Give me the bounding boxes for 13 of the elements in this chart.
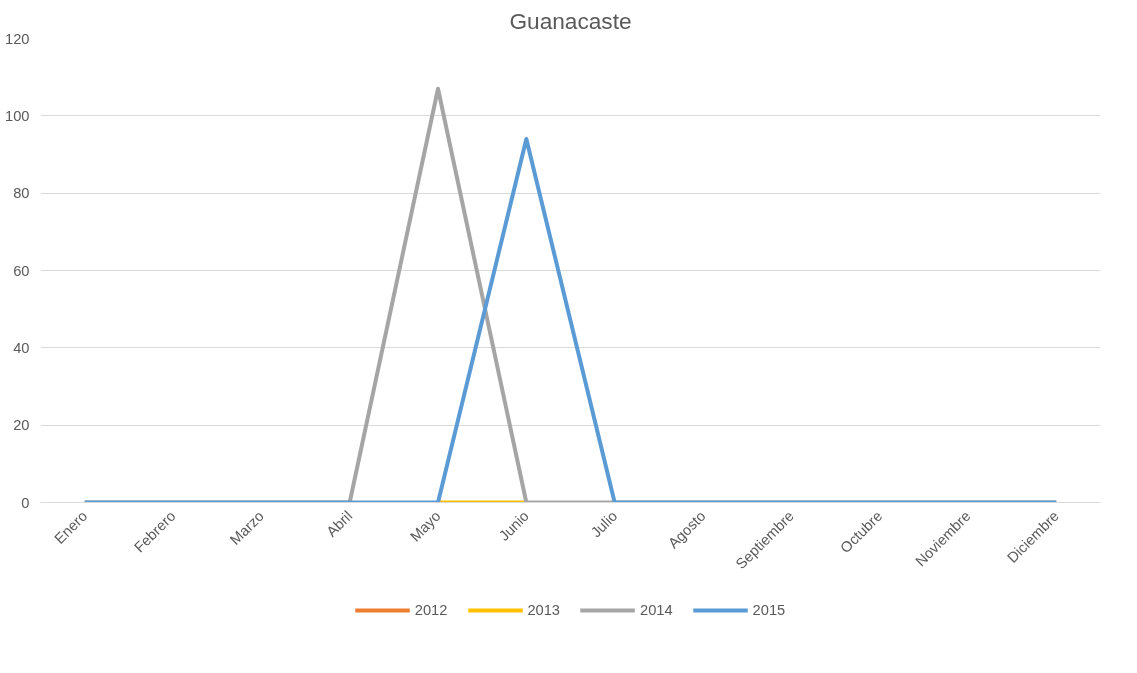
legend-label: 2012: [414, 602, 448, 618]
y-tick-label: 100: [5, 107, 30, 124]
legend-label: 2015: [752, 602, 786, 618]
legend-label: 2013: [527, 602, 560, 618]
y-tick-label: 60: [13, 262, 30, 279]
y-tick-label: 120: [5, 30, 30, 47]
x-tick-label: Julio: [587, 507, 621, 541]
y-tick-label: 0: [21, 494, 30, 511]
y-tick-label: 20: [13, 417, 30, 434]
legend-label: 2014: [640, 602, 673, 618]
chart-title: Guanacaste: [509, 7, 632, 34]
y-tick-label: 80: [13, 185, 30, 202]
y-tick-label: 40: [13, 339, 30, 356]
